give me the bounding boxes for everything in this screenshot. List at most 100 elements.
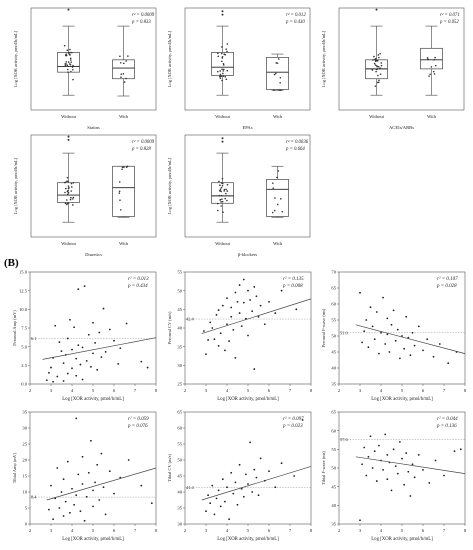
data-point <box>104 350 107 353</box>
jitter-point <box>221 177 224 180</box>
data-point <box>251 491 254 493</box>
jitter-point <box>275 72 277 75</box>
regression-line <box>201 466 312 501</box>
x-tick-label: 8 <box>464 528 467 533</box>
data-point <box>221 478 224 481</box>
data-point <box>255 295 258 298</box>
jitter-point <box>427 58 429 60</box>
jitter-point <box>221 79 223 82</box>
jitter-point <box>429 73 431 76</box>
data-point <box>219 332 222 335</box>
p-annotation: p = 0.076 <box>127 424 148 429</box>
jitter-point <box>374 57 377 60</box>
jitter-point <box>67 191 70 194</box>
x-tick-label: 8 <box>464 388 467 393</box>
data-point <box>52 518 54 521</box>
jitter-point <box>118 190 121 193</box>
jitter-point <box>219 199 222 201</box>
jitter-point <box>223 188 226 191</box>
data-point <box>85 495 88 498</box>
data-point <box>447 362 450 365</box>
jitter-point <box>70 196 72 199</box>
jitter-point <box>279 89 282 92</box>
scatter-chart-b1: Peroneal Amp (mV) 0.0 2.5 5.0 7.5 10.0 12.5 15.… <box>12 270 158 402</box>
data-point <box>396 472 399 475</box>
y-tick-label: 5.0 <box>21 344 27 349</box>
data-point <box>87 333 90 336</box>
data-point <box>217 345 220 347</box>
x-tick-label: 2 <box>184 388 187 393</box>
data-point <box>90 365 92 368</box>
data-point <box>113 339 115 342</box>
x-tick-label: 3 <box>50 388 53 393</box>
jitter-point <box>275 62 278 64</box>
data-point <box>215 314 218 316</box>
jitter-point <box>220 201 222 203</box>
jitter-point <box>219 73 222 76</box>
jitter-point <box>65 199 68 201</box>
reference-label: 51.0 <box>340 330 348 335</box>
y-tick-label: 7.5 <box>21 326 27 331</box>
x-tick-label: 5 <box>247 388 250 393</box>
x-tick-label: 4 <box>226 388 229 393</box>
jitter-point <box>377 81 380 84</box>
data-point <box>373 338 376 341</box>
y-tick-label: 45 <box>177 474 182 479</box>
data-point <box>236 503 239 506</box>
jitter-point <box>72 64 74 67</box>
x-tick-label: 3 <box>359 528 362 533</box>
y-axis-label: Log [XOR activity, pmol/h/mL] <box>13 30 19 87</box>
jitter-point <box>281 210 284 213</box>
jitter-point <box>273 73 276 76</box>
data-point <box>62 515 65 517</box>
category-label: With <box>273 241 283 246</box>
data-point <box>369 306 372 309</box>
category-label: With <box>273 114 283 119</box>
box-iqr <box>211 52 234 76</box>
jitter-point <box>217 202 219 205</box>
r2-annotation: r² = 0.097 <box>283 416 304 422</box>
data-point <box>247 483 249 485</box>
x-axis-label: Log [XOR activity, pmol/h/mL] <box>62 537 124 542</box>
y-tick-label: 65 <box>177 410 182 415</box>
category-label: With <box>427 114 437 119</box>
data-point <box>426 338 429 341</box>
jitter-point <box>222 64 225 66</box>
jitter-point <box>122 62 125 65</box>
data-point <box>96 368 99 371</box>
x-tick-label: 7 <box>289 388 292 393</box>
y-tick-label: 60 <box>177 426 182 431</box>
outlier-point <box>221 10 224 13</box>
jitter-point <box>127 55 129 57</box>
data-point <box>401 335 403 337</box>
x-axis-label: Diuretics <box>85 252 102 257</box>
jitter-point <box>72 196 75 199</box>
data-point <box>242 301 245 304</box>
data-point <box>392 448 395 451</box>
jitter-point <box>122 72 125 75</box>
data-point <box>62 380 65 382</box>
y-tick-label: 55 <box>177 270 182 275</box>
jitter-point <box>374 60 377 63</box>
jitter-point <box>224 76 227 78</box>
jitter-point <box>225 78 228 81</box>
data-point <box>280 462 283 465</box>
jitter-point <box>277 170 280 172</box>
jitter-point <box>220 186 223 189</box>
jitter-point <box>64 181 67 184</box>
jitter-point <box>372 59 374 61</box>
x-tick-label: 4 <box>380 528 383 533</box>
data-point <box>405 452 408 454</box>
data-point <box>363 330 366 333</box>
x-tick-label: 4 <box>226 528 229 533</box>
jitter-point <box>219 188 222 190</box>
jitter-point <box>220 182 223 184</box>
jitter-point <box>66 176 69 179</box>
data-point <box>234 481 237 484</box>
jitter-point <box>217 52 219 55</box>
x-tick-label: 6 <box>422 388 425 393</box>
y-tick-label: 35 <box>331 522 336 527</box>
jitter-point <box>119 209 122 211</box>
